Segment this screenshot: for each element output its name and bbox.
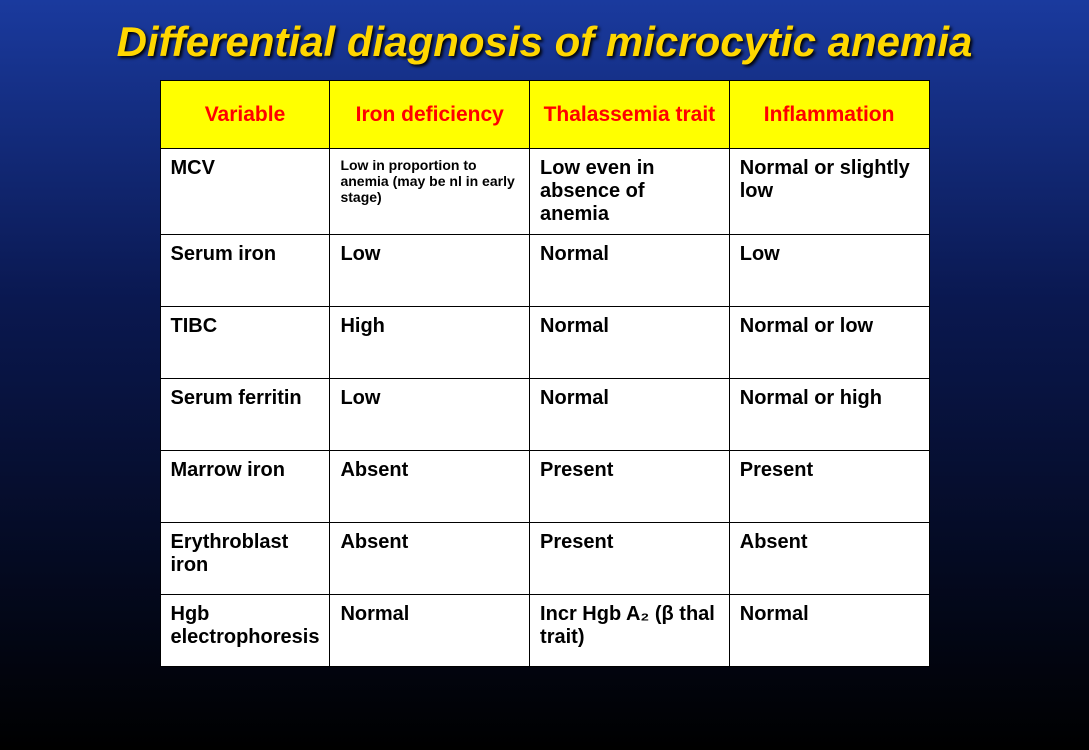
cell-iron: Absent bbox=[330, 523, 530, 595]
cell-infl: Normal or slightly low bbox=[729, 149, 929, 235]
cell-thal: Incr Hgb A₂ (β thal trait) bbox=[530, 595, 730, 667]
cell-infl: Low bbox=[729, 235, 929, 307]
cell-thal: Normal bbox=[530, 379, 730, 451]
cell-infl: Normal or high bbox=[729, 379, 929, 451]
cell-thal: Normal bbox=[530, 307, 730, 379]
cell-iron: Absent bbox=[330, 451, 530, 523]
cell-iron: Normal bbox=[330, 595, 530, 667]
cell-variable: MCV bbox=[160, 149, 330, 235]
cell-iron: Low in proportion to anemia (may be nl i… bbox=[330, 149, 530, 235]
cell-variable: Hgb electrophoresis bbox=[160, 595, 330, 667]
table-row: TIBC High Normal Normal or low bbox=[160, 307, 929, 379]
table-row: Hgb electrophoresis Normal Incr Hgb A₂ (… bbox=[160, 595, 929, 667]
cell-variable: Serum iron bbox=[160, 235, 330, 307]
cell-thal: Present bbox=[530, 523, 730, 595]
table-row: Erythroblast iron Absent Present Absent bbox=[160, 523, 929, 595]
cell-variable: Marrow iron bbox=[160, 451, 330, 523]
cell-thal: Low even in absence of anemia bbox=[530, 149, 730, 235]
diagnosis-table: Variable Iron deficiency Thalassemia tra… bbox=[160, 80, 930, 667]
cell-thal: Normal bbox=[530, 235, 730, 307]
cell-thal: Present bbox=[530, 451, 730, 523]
header-inflammation: Inflammation bbox=[729, 81, 929, 149]
cell-infl: Normal or low bbox=[729, 307, 929, 379]
cell-variable: Serum ferritin bbox=[160, 379, 330, 451]
cell-infl: Absent bbox=[729, 523, 929, 595]
cell-iron: High bbox=[330, 307, 530, 379]
cell-iron: Low bbox=[330, 235, 530, 307]
cell-variable: Erythroblast iron bbox=[160, 523, 330, 595]
table-row: Serum iron Low Normal Low bbox=[160, 235, 929, 307]
header-iron-deficiency: Iron deficiency bbox=[330, 81, 530, 149]
cell-infl: Present bbox=[729, 451, 929, 523]
header-variable: Variable bbox=[160, 81, 330, 149]
cell-iron: Low bbox=[330, 379, 530, 451]
table-header-row: Variable Iron deficiency Thalassemia tra… bbox=[160, 81, 929, 149]
cell-variable: TIBC bbox=[160, 307, 330, 379]
slide-title: Differential diagnosis of microcytic ane… bbox=[0, 0, 1089, 80]
table-body: MCV Low in proportion to anemia (may be … bbox=[160, 149, 929, 667]
header-thalassemia: Thalassemia trait bbox=[530, 81, 730, 149]
table-row: Marrow iron Absent Present Present bbox=[160, 451, 929, 523]
table-container: Variable Iron deficiency Thalassemia tra… bbox=[0, 80, 1089, 667]
table-row: Serum ferritin Low Normal Normal or high bbox=[160, 379, 929, 451]
cell-infl: Normal bbox=[729, 595, 929, 667]
table-row: MCV Low in proportion to anemia (may be … bbox=[160, 149, 929, 235]
